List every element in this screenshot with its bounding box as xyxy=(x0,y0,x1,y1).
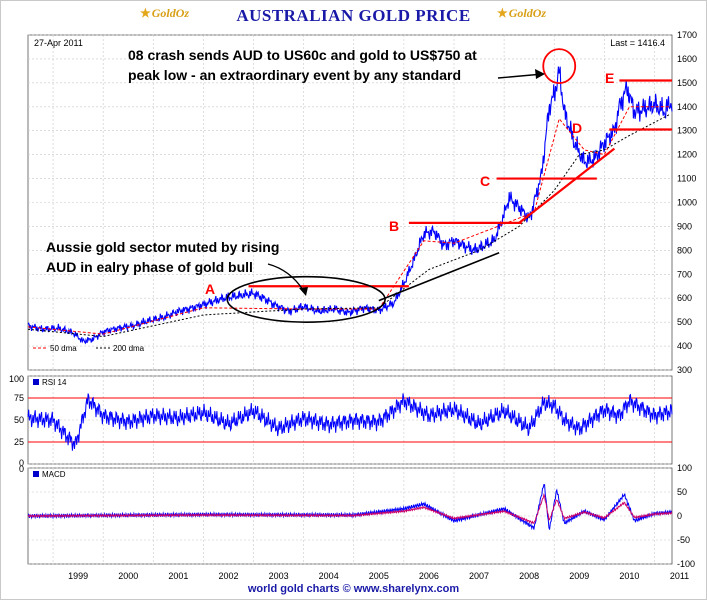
xtick-label: 2006 xyxy=(419,571,439,581)
xtick-label: 2010 xyxy=(619,571,639,581)
aussie-annotation-line1: Aussie gold sector muted by rising xyxy=(46,239,279,255)
star-icon: ★ xyxy=(497,6,508,20)
macd-signal-line xyxy=(27,492,673,524)
trend-line xyxy=(378,252,500,302)
crash-arrow-shaft xyxy=(497,73,544,79)
xtick-label: 2008 xyxy=(519,571,539,581)
xtick-label: 1999 xyxy=(68,571,88,581)
macd-ytick-label: 50 xyxy=(677,487,687,497)
xtick-label: 2009 xyxy=(569,571,589,581)
rsi-legend-swatch xyxy=(33,379,39,385)
rsi-ytick-label: 75 xyxy=(14,393,24,403)
label-A: A xyxy=(205,281,215,297)
macd-ytick-label: 0 xyxy=(677,511,682,521)
xtick-label: 2011 xyxy=(670,571,689,581)
crash-arrow-head xyxy=(535,69,545,79)
goldoz-logo-left: ★GoldOz xyxy=(140,6,189,21)
crash-annotation-line1: 08 crash sends AUD to US60c and gold to … xyxy=(128,47,477,63)
label-E: E xyxy=(605,70,614,86)
xtick-label: 2005 xyxy=(369,571,389,581)
legend-200dma-label: 200 dma xyxy=(113,344,145,353)
last-value-label: Last = 1416.4 xyxy=(610,38,665,48)
macd-ytick-label: 100 xyxy=(677,463,692,473)
rsi-ytick-label: 50 xyxy=(14,415,24,425)
price-ytick-label: 300 xyxy=(677,365,692,375)
macd-panel-label: MACD xyxy=(42,470,66,479)
chart-footer: world gold charts © www.sharelynx.com xyxy=(247,583,460,595)
axis-layer: 3004005006007008009001000110012001300140… xyxy=(9,30,697,581)
macd-ytick-label: -50 xyxy=(677,535,690,545)
label-B: B xyxy=(389,218,399,234)
chart-title: AUSTRALIAN GOLD PRICE xyxy=(236,6,471,25)
logo-text: GoldOz xyxy=(151,6,190,20)
label-D: D xyxy=(572,120,582,136)
xtick-label: 2003 xyxy=(269,571,289,581)
price-ytick-label: 1700 xyxy=(677,30,697,40)
xtick-label: 2007 xyxy=(469,571,489,581)
xtick-label: 2001 xyxy=(168,571,188,581)
ma200-line xyxy=(27,113,671,338)
rsi-panel-label: RSI 14 xyxy=(42,378,67,387)
price-ytick-label: 1000 xyxy=(677,198,697,208)
grid-layer xyxy=(27,34,673,565)
support-trend-line xyxy=(518,147,616,224)
rsi-ytick-label: 25 xyxy=(14,437,24,447)
price-ytick-label: 900 xyxy=(677,221,692,231)
xtick-label: 2000 xyxy=(118,571,138,581)
legend-50dma-label: 50 dma xyxy=(50,344,77,353)
aussie-arrow-head xyxy=(299,287,308,296)
price-ytick-label: 400 xyxy=(677,341,692,351)
price-series-line xyxy=(27,66,673,345)
date-label: 27-Apr 2011 xyxy=(34,38,83,48)
crash-annotation-line2: peak low - an extraordinary event by any… xyxy=(128,67,461,83)
rsi-ytick-label: 0 xyxy=(19,458,24,468)
price-ytick-label: 1400 xyxy=(677,102,697,112)
ma50-line xyxy=(27,106,671,335)
xtick-label: 2004 xyxy=(319,571,339,581)
rsi-series-line xyxy=(27,393,673,451)
aussie-annotation-line2: AUD in ealry phase of gold bull xyxy=(46,259,253,275)
price-ytick-label: 700 xyxy=(677,269,692,279)
xtick-label: 2002 xyxy=(218,571,238,581)
price-ytick-label: 800 xyxy=(677,245,692,255)
rsi-ytick-label: 100 xyxy=(9,374,24,384)
price-ytick-label: 600 xyxy=(677,293,692,303)
price-ytick-label: 1300 xyxy=(677,126,697,136)
series-layer xyxy=(27,66,673,531)
goldoz-logo-right: ★GoldOz xyxy=(497,6,546,21)
price-ytick-label: 1200 xyxy=(677,150,697,160)
chart-header: ★GoldOz AUSTRALIAN GOLD PRICE ★GoldOz xyxy=(0,0,707,30)
star-icon: ★ xyxy=(140,6,151,20)
logo-text: GoldOz xyxy=(508,6,547,20)
macd-ytick-label: -100 xyxy=(677,559,695,569)
macd-macd-line xyxy=(27,484,673,531)
price-ytick-label: 500 xyxy=(677,317,692,327)
price-ytick-label: 1100 xyxy=(677,174,696,184)
range-ellipse xyxy=(226,275,386,323)
price-ytick-label: 1500 xyxy=(677,78,697,88)
aussie-arrow-shaft xyxy=(267,263,304,291)
price-ytick-label: 1600 xyxy=(677,54,697,64)
label-C: C xyxy=(480,173,490,189)
peak-circle xyxy=(542,48,577,85)
macd-left-ytick-label: 0 xyxy=(19,464,24,474)
annotation-layer xyxy=(226,48,672,323)
macd-legend-swatch xyxy=(33,471,39,477)
